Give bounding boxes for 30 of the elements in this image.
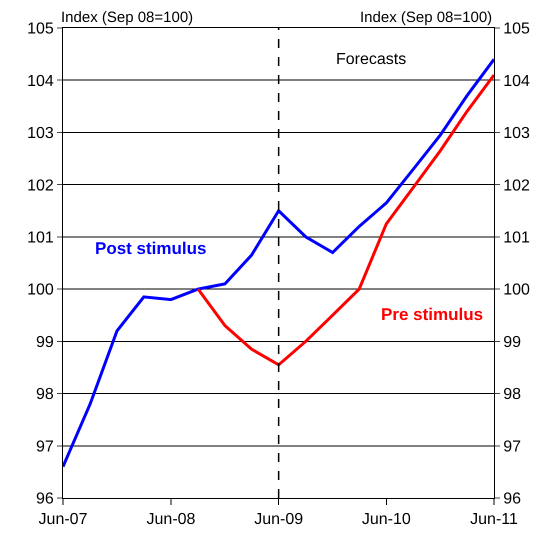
y-axis-title: Index (Sep 08=100) [61,9,194,26]
y2-tick-label: 98 [503,386,522,404]
series-label: Post stimulus [95,239,206,258]
y-tick-label: 97 [36,438,54,456]
y-tick-label: 104 [27,72,54,90]
y2-tick-label: 101 [503,229,530,246]
y2-tick-label: 100 [503,282,530,299]
y-tick-label: 103 [27,125,54,142]
x-tick-label: Jun-09 [254,511,304,528]
x-tick-label: Jun-07 [38,511,88,528]
y2-tick-label: 105 [503,20,530,38]
y2-tick-label: 103 [503,125,530,142]
y-tick-label: 101 [27,229,54,246]
y2-tick-label: 104 [503,72,530,90]
y2-axis-title: Index (Sep 08=100) [360,9,492,26]
y2-tick-label: 97 [503,438,522,456]
x-tick-label: Jun-11 [470,511,518,528]
ref-line-label: Forecasts [336,51,406,68]
y-tick-label: 96 [36,490,54,508]
y-tick-label: 100 [27,282,54,299]
series-label: Pre stimulus [381,305,484,324]
y-tick-label: 105 [27,20,54,38]
y2-tick-label: 102 [503,177,530,194]
x-tick-label: Jun-08 [146,511,196,528]
y-tick-label: 102 [27,177,54,194]
y2-tick-label: 96 [503,490,522,508]
y2-tick-label: 99 [503,334,522,351]
y-tick-label: 98 [36,386,54,404]
x-tick-label: Jun-10 [362,511,411,528]
y-tick-label: 99 [36,334,54,351]
